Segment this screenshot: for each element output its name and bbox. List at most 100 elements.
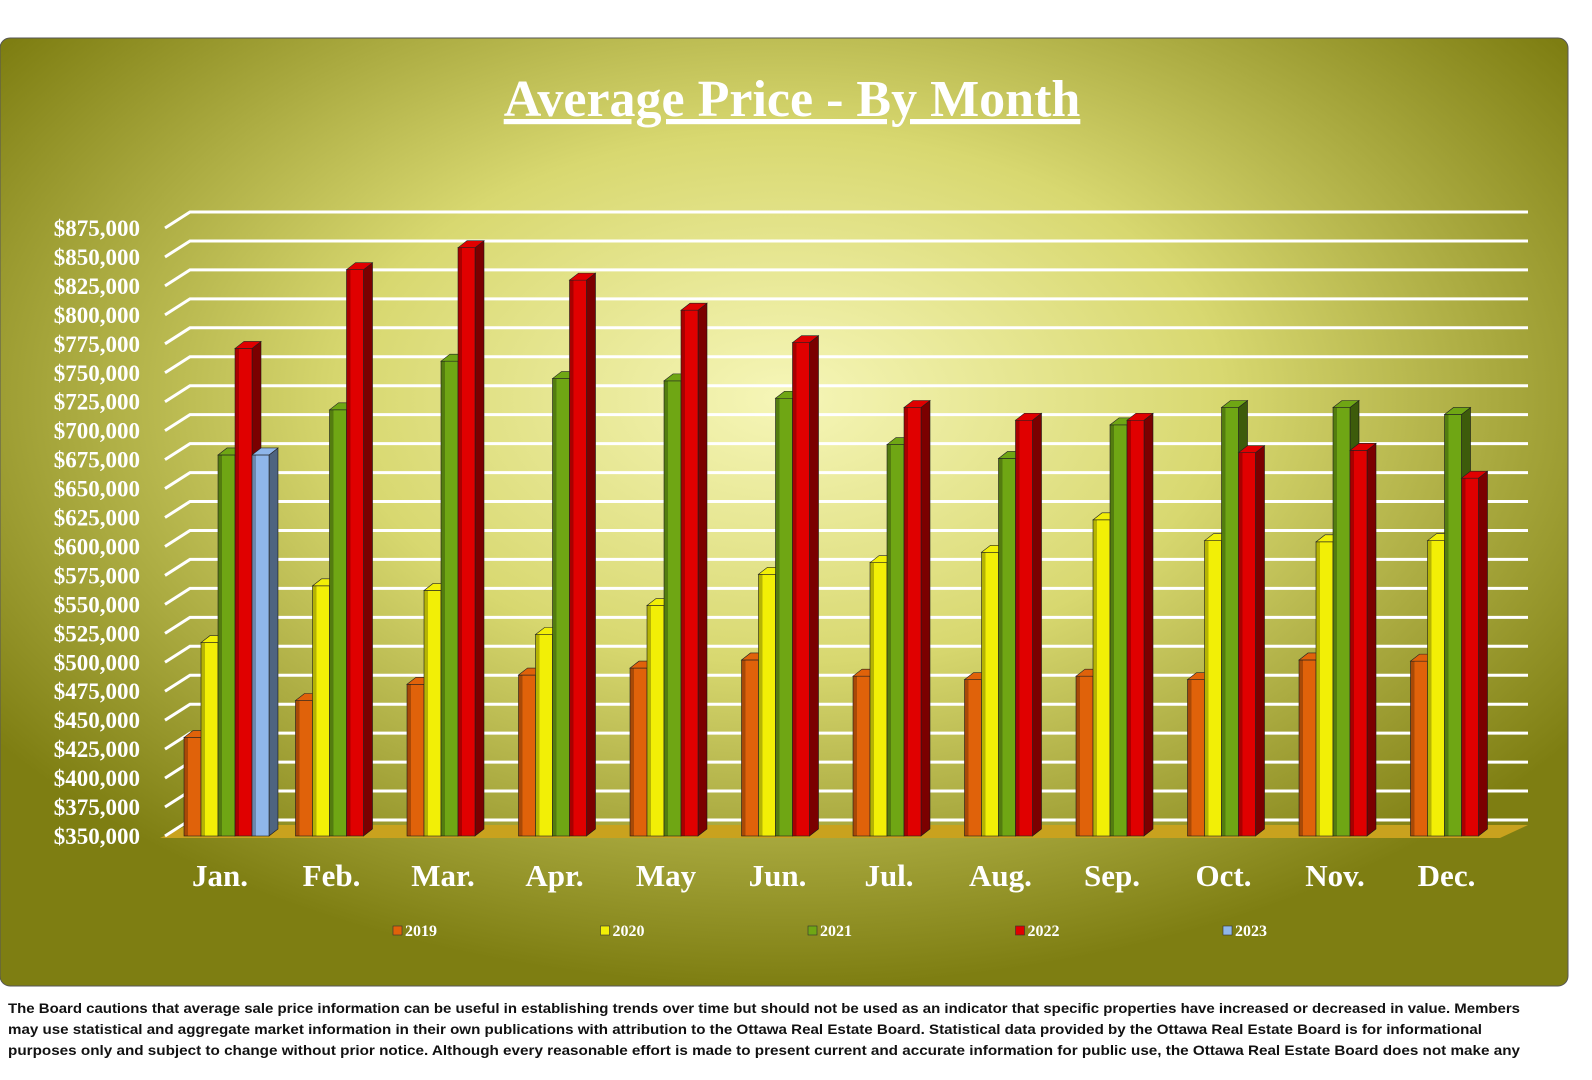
bar-front-shade	[1410, 661, 1415, 836]
footer-text: may use statistical and aggregate market…	[8, 1021, 1482, 1037]
grid-line	[164, 528, 1528, 548]
bar-top	[1220, 400, 1249, 408]
y-tick-label: $675,000	[54, 448, 140, 473]
bar-side-shade	[475, 240, 484, 836]
bar	[457, 240, 485, 837]
bar-front-shade	[552, 378, 557, 836]
grid-line	[164, 355, 1528, 375]
legend-label: 2022	[1028, 923, 1060, 940]
y-tick-label: $400,000	[54, 766, 140, 791]
grid-line	[164, 326, 1528, 346]
bar-front-shade	[630, 668, 634, 836]
bar-side-shade	[1255, 445, 1265, 836]
bar-front-shade	[904, 407, 908, 836]
grid-line	[164, 297, 1528, 317]
legend-label: 2023	[1235, 923, 1267, 940]
y-tick-label: $350,000	[54, 824, 140, 849]
grid-line	[164, 500, 1528, 519]
grid-line	[164, 471, 1528, 490]
x-tick-label: Jul.	[864, 858, 913, 893]
bar-top	[903, 400, 931, 408]
bar	[1460, 470, 1489, 837]
bar-front-shade	[1076, 676, 1080, 836]
bar-front-shade	[441, 361, 445, 836]
legend-swatch	[1015, 925, 1025, 936]
legend-label: 2019	[405, 923, 437, 940]
legend-label: 2020	[613, 923, 645, 940]
bar-front-shade	[887, 444, 891, 836]
x-tick-label: Apr.	[525, 858, 583, 893]
bar	[251, 447, 279, 837]
bar-front-shade	[407, 684, 411, 836]
y-tick-label: $775,000	[54, 332, 140, 357]
bar-front-shade	[346, 269, 351, 837]
y-tick-label: $575,000	[54, 563, 140, 588]
y-tick-label: $875,000	[54, 216, 140, 241]
bar-side-shade	[363, 262, 373, 837]
bar-front-shade	[775, 398, 780, 836]
y-tick-label: $600,000	[54, 534, 140, 559]
bar-top	[1349, 443, 1377, 451]
bar-top	[1126, 412, 1154, 421]
bar	[345, 262, 374, 837]
bar-front-shade	[235, 348, 239, 836]
grid-line	[164, 615, 1528, 635]
bar-front-shade	[1221, 407, 1226, 836]
bar-side-shade	[921, 400, 930, 836]
y-tick-label: $475,000	[54, 679, 140, 704]
bar-front-shade	[201, 642, 205, 836]
bar-side-shade	[269, 447, 278, 836]
bar	[1349, 442, 1377, 837]
bar	[903, 399, 931, 837]
bar-front-shade	[1204, 540, 1209, 836]
bar	[568, 272, 597, 837]
grid-line	[164, 239, 1528, 259]
bar-front-shade	[329, 409, 334, 836]
bar-front-shade	[252, 454, 256, 836]
x-tick-label: Mar.	[411, 858, 474, 893]
bar-front-shade	[569, 280, 574, 837]
footer-text: purposes only and subject to change with…	[8, 1042, 1520, 1058]
bar-top	[345, 262, 374, 270]
x-tick-label: Aug.	[969, 858, 1032, 893]
bar-top	[1237, 445, 1266, 453]
bar-side-shade	[1032, 413, 1042, 836]
bar-front-shade	[1333, 407, 1337, 836]
grid-line	[164, 644, 1528, 664]
y-tick-label: $850,000	[54, 245, 140, 270]
x-tick-label: May	[636, 858, 697, 893]
y-tick-label: $625,000	[54, 506, 140, 531]
y-tick-label: $725,000	[54, 390, 140, 415]
bar-front-shade	[1093, 519, 1097, 836]
x-tick-label: Jun.	[749, 858, 807, 893]
bar-front-shade	[964, 679, 969, 836]
bar-front-shade	[1427, 540, 1432, 836]
x-tick-label: Jan.	[192, 858, 248, 893]
bar-side-shade	[809, 335, 819, 836]
bar-front-shade	[458, 247, 462, 836]
y-tick-label: $525,000	[54, 621, 140, 646]
bar-front-shade	[1299, 659, 1303, 836]
bar	[1237, 445, 1266, 837]
footer-text: The Board cautions that average sale pri…	[8, 1000, 1520, 1016]
y-tick-label: $550,000	[54, 592, 140, 617]
bar-front-shade	[981, 552, 986, 836]
bar-front-shade	[535, 634, 540, 836]
bar-top	[457, 240, 485, 248]
grid-line	[164, 442, 1528, 461]
legend-label: 2021	[820, 923, 852, 940]
y-tick-label: $800,000	[54, 303, 140, 328]
bar-side-shade	[698, 303, 707, 837]
bar-front-shade	[518, 675, 523, 836]
x-tick-label: Nov.	[1305, 858, 1364, 893]
bar-front-shade	[1461, 478, 1466, 836]
floor	[160, 825, 1528, 838]
x-tick-label: Oct.	[1196, 858, 1252, 893]
bar-top	[1014, 412, 1043, 421]
x-tick-label: Feb.	[303, 858, 361, 893]
grid-line	[164, 210, 1528, 230]
bar-front-shade	[184, 737, 188, 836]
bar-front-shade	[681, 310, 685, 837]
bar	[791, 335, 820, 837]
